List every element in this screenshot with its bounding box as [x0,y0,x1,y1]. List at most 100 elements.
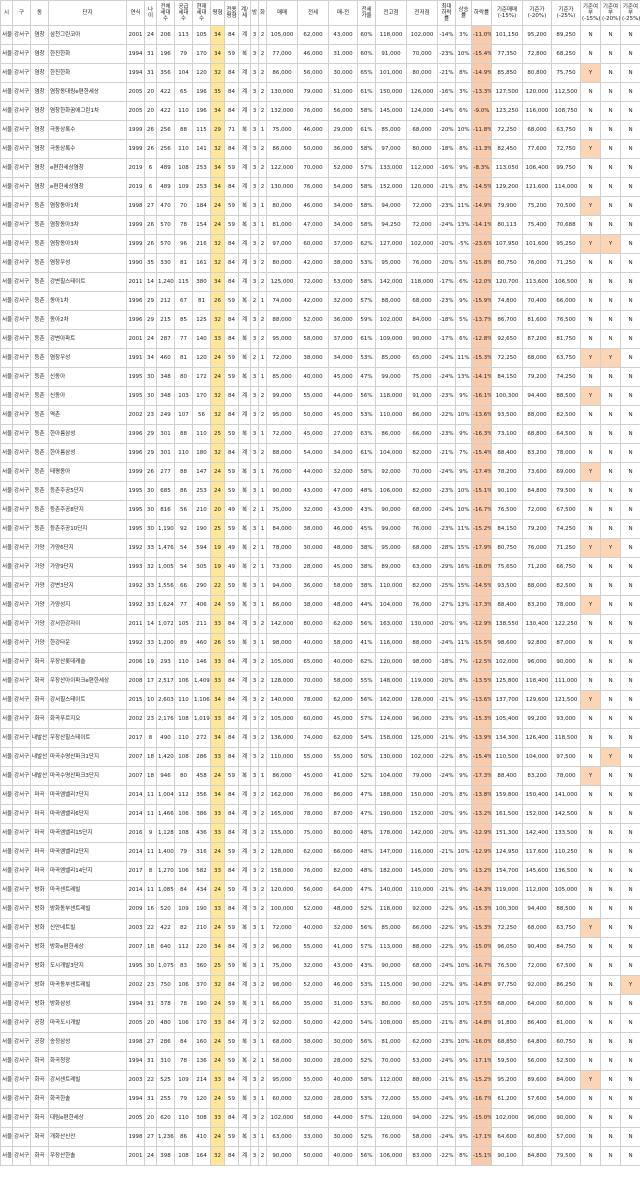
table-cell: N [600,63,621,83]
table-cell: 계 [238,234,251,254]
table-cell: 72,750 [551,139,581,159]
table-cell: -16% [437,82,456,102]
table-cell: 화곡 [30,1070,49,1090]
table-cell: 410 [192,1127,211,1147]
table-cell: 3 [250,576,259,596]
table-cell: 116,000 [406,842,438,862]
table-cell: 86,000 [375,424,407,444]
table-cell: 복 [238,519,251,539]
table-cell: 2 [258,405,267,425]
table-cell: 118,000 [375,25,407,45]
table-cell: 68,000 [406,956,438,976]
table-cell: 76,000 [406,595,438,615]
table-cell: 한진한화 [48,44,127,64]
table-cell: 서울 [0,975,13,995]
table-cell: 56% [357,614,376,634]
table-cell: -14.8% [471,1013,492,1033]
column-header: 상승률 [455,0,472,26]
table-cell: 복 [238,1051,251,1071]
table-cell: -14.1% [471,367,492,387]
table-row: 서울 강서구 등촌 동아1차 1996 29 212 67 81 26 59 복 2 1 74,000 42,… [0,291,640,311]
table-cell: 등촌 [30,500,49,520]
table-cell: 1,005 [156,557,175,577]
table-cell: 1998 [126,1032,145,1052]
table-cell: N [620,481,640,501]
table-row: 서울 강서구 염창 극동상록수 1999 26 256 88 115 29 71 복 3 1 75,000 4… [0,120,640,140]
table-cell: 152,000 [522,804,552,824]
table-cell: 10% [455,842,472,862]
table-cell: 56 [192,405,211,425]
table-cell: 80,800 [522,63,552,83]
table-cell: 68,850 [491,1032,523,1052]
table-cell: -20% [437,253,456,273]
table-cell: 27 [144,1032,157,1052]
table-cell: 52% [357,899,376,919]
table-cell: 79,500 [551,481,581,501]
table-cell: 33 [210,899,225,919]
table-cell: 61% [357,82,376,102]
table-cell: 61% [357,329,376,349]
table-cell: 1 [258,424,267,444]
table-cell: 염창한화꿈에그린1차 [48,101,127,121]
table-cell: 서울 [0,272,13,292]
table-cell: N [580,861,601,881]
table-row: 서울 강서구 화곡 우장산한솔 2001 24 398 108 164 32 84 계 3 2 90,000… [0,1146,640,1166]
table-cell: -28% [437,538,456,558]
header-row: 시 구 동 단지 연식 나이 전체 세대수 공급 세대수 현재 세대수 평형 전용 평형 계/세 방 화 매… [0,0,640,26]
table-cell: 염창 [30,139,49,159]
column-header: 동 [30,0,49,26]
table-cell: N [620,177,640,197]
table-cell: 강서구 [12,766,31,786]
table-cell: 서울 [0,1108,13,1128]
table-cell: 68,000 [522,120,552,140]
table-cell: 복 [238,595,251,615]
table-row: 서울 강서구 등촌 신동아 1995 30 348 103 170 32 84 계 3 2 99,000 55… [0,386,640,406]
table-cell: 142,500 [551,804,581,824]
table-cell: 계 [238,614,251,634]
table-cell: -16.0% [471,1032,492,1052]
table-cell: 79 [174,44,193,64]
table-cell: 84 [224,804,239,824]
table-row: 서울 강서구 방화 방화e편한세상 2007 18 640 112 220 34 84 계 3 2 96,0… [0,937,640,957]
table-cell: N [580,975,601,995]
table-cell: 99,000 [266,386,298,406]
table-cell: Y [580,538,601,558]
table-cell: 66,000 [551,291,581,311]
table-cell: 73,100 [491,424,523,444]
table-cell: 계 [238,310,251,330]
table-cell: 2009 [126,899,145,919]
table-cell: 서울 [0,44,13,64]
table-cell: 88 [174,120,193,140]
table-cell: N [620,310,640,330]
column-header: 기준매매 (-15%) [491,0,523,26]
table-cell: 59 [224,291,239,311]
table-cell: 112,500 [551,82,581,102]
table-cell: 95,250 [551,234,581,254]
table-cell: 59 [224,44,239,64]
table-cell: 180 [192,443,211,463]
column-header: 하락률 [471,0,492,26]
table-cell: 81,750 [551,329,581,349]
table-cell: 마곡수명산파크1단지 [48,747,127,767]
table-cell: 3 [250,424,259,444]
table-cell: 2 [258,158,267,178]
table-cell: -17.1% [471,1127,492,1147]
table-cell: 95,000 [375,253,407,273]
table-cell: 18 [144,937,157,957]
table-cell: 25 [210,956,225,976]
table-cell: 마곡수명산파크3단지 [48,766,127,786]
table-cell: 복 [238,348,251,368]
table-cell: 80,750 [491,538,523,558]
table-cell: -15.4% [471,443,492,463]
table-cell: 50,000 [297,405,329,425]
table-cell: 화곡 [30,1108,49,1128]
table-cell: N [580,82,601,102]
table-cell: 305 [192,557,211,577]
table-cell: 9% [455,424,472,444]
table-cell: 422 [156,918,175,938]
table-cell: 32 [210,386,225,406]
table-cell: 30 [144,519,157,539]
table-cell: 106 [174,1013,193,1033]
table-cell: 99,750 [551,158,581,178]
table-row: 서울 강서구 가양 가양9단지 1993 32 1,005 54 305 19 49 복 2 1 73,00… [0,557,640,577]
